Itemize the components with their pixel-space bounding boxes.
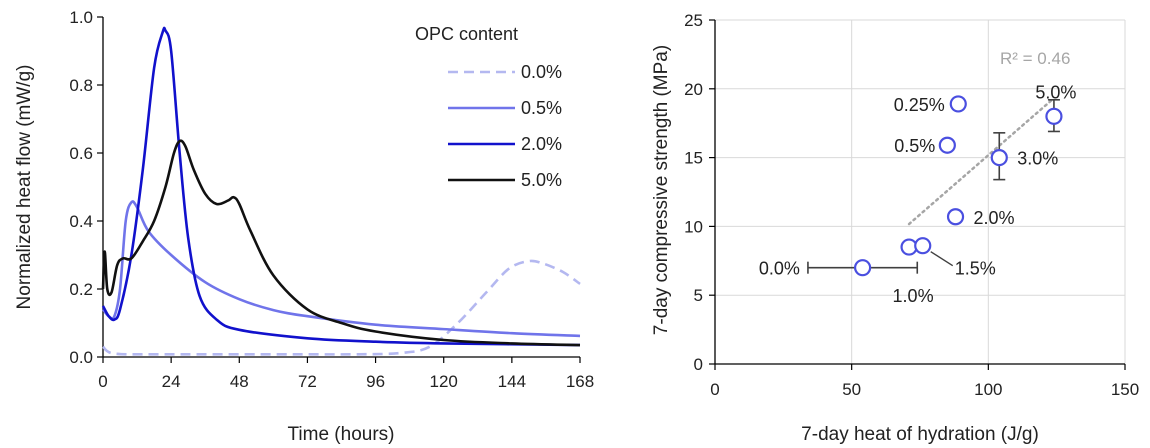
y-tick-label: 0.2 bbox=[69, 280, 93, 299]
y-tick-label: 20 bbox=[684, 80, 703, 99]
heat-flow-x-label: Time (hours) bbox=[288, 424, 395, 445]
r-squared-label: R² = 0.46 bbox=[1000, 49, 1070, 68]
trendline bbox=[907, 96, 1056, 226]
data-point bbox=[914, 237, 932, 255]
legend-label: 2.0% bbox=[521, 134, 562, 154]
y-tick-label: 5 bbox=[694, 286, 703, 305]
series-line-20 bbox=[101, 26, 581, 347]
x-tick-label: 0 bbox=[98, 372, 107, 391]
data-point bbox=[949, 95, 967, 113]
point-label: 5.0% bbox=[1035, 82, 1076, 102]
x-tick-label: 150 bbox=[1111, 380, 1139, 399]
y-tick-label: 0.6 bbox=[69, 144, 93, 163]
x-tick-label: 50 bbox=[842, 380, 861, 399]
heat-flow-y-label: Normalized heat flow (mW/g) bbox=[14, 65, 35, 310]
data-point bbox=[990, 149, 1008, 167]
point-label: 2.0% bbox=[974, 208, 1015, 228]
y-tick-label: 25 bbox=[684, 11, 703, 30]
legend-label: 0.5% bbox=[521, 98, 562, 118]
strength-y-label: 7-day compressive strength (MPa) bbox=[651, 45, 672, 335]
series-line-50 bbox=[101, 139, 581, 347]
x-tick-label: 24 bbox=[162, 372, 181, 391]
strength-x-ticks: 0 50 100 150 bbox=[710, 364, 1139, 399]
heat-flow-legend: OPC content 0.0% 0.5% 2.0% 5.0% bbox=[415, 24, 562, 190]
strength-y-ticks: 0 5 10 15 20 25 bbox=[684, 11, 715, 374]
trendline-path bbox=[907, 96, 1056, 226]
strength-gridlines bbox=[715, 19, 1126, 364]
strength-chart: 0 50 100 150 0 5 10 15 20 25 R² = 0.46 0.0% 1.0% 1… bbox=[651, 11, 1139, 445]
x-tick-label: 0 bbox=[710, 380, 719, 399]
heat-flow-chart: 0 24 48 72 96 120 144 168 0.0 0.2 0.4 0.6 0.8 1.0 OP… bbox=[14, 8, 594, 445]
x-tick-label: 96 bbox=[366, 372, 385, 391]
y-tick-label: 0.0 bbox=[69, 348, 93, 367]
y-tick-label: 1.0 bbox=[69, 8, 93, 27]
y-tick-label: 0 bbox=[694, 355, 703, 374]
legend-label: 0.0% bbox=[521, 62, 562, 82]
data-point bbox=[853, 259, 872, 277]
data-point bbox=[938, 136, 956, 154]
data-point bbox=[1045, 107, 1063, 125]
heat-flow-x-ticks: 0 24 48 72 96 120 144 168 bbox=[98, 357, 594, 391]
x-tick-label: 168 bbox=[566, 372, 594, 391]
x-tick-label: 120 bbox=[430, 372, 458, 391]
y-tick-label: 0.8 bbox=[69, 76, 93, 95]
point-label: 0.25% bbox=[894, 95, 945, 115]
x-tick-label: 72 bbox=[298, 372, 317, 391]
series-line-05 bbox=[101, 200, 581, 338]
x-tick-label: 144 bbox=[498, 372, 526, 391]
data-point bbox=[946, 208, 965, 226]
legend-title: OPC content bbox=[415, 24, 518, 44]
y-tick-label: 15 bbox=[684, 149, 703, 168]
heat-flow-series bbox=[101, 26, 581, 356]
point-label: 0.5% bbox=[894, 136, 935, 156]
point-label: 1.0% bbox=[893, 286, 934, 306]
point-label: 3.0% bbox=[1017, 149, 1058, 169]
heat-flow-y-ticks: 0.0 0.2 0.4 0.6 0.8 1.0 bbox=[69, 8, 103, 367]
x-tick-label: 100 bbox=[974, 380, 1002, 399]
point-label: 1.5% bbox=[955, 259, 996, 279]
point-label: 0.0% bbox=[759, 259, 800, 279]
x-tick-label: 48 bbox=[230, 372, 249, 391]
y-tick-label: 10 bbox=[684, 217, 703, 236]
y-tick-label: 0.4 bbox=[69, 212, 93, 231]
strength-x-label: 7-day heat of hydration (J/g) bbox=[801, 424, 1039, 445]
label-leader-line bbox=[930, 251, 954, 267]
strength-points: 0.0% 1.0% 1.5% 2.0% 3.0% 5.0% 0.5% 0.25% bbox=[759, 82, 1077, 306]
legend-label: 5.0% bbox=[521, 170, 562, 190]
